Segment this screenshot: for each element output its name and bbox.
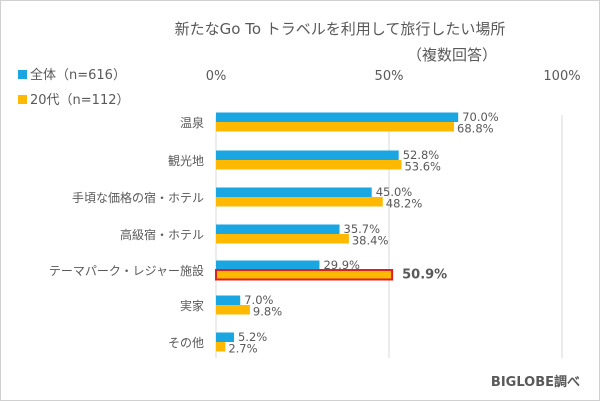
chart-subtitle: （複数回答） [407,46,497,64]
x-tick-label: 100% [543,69,580,84]
bar [216,224,340,234]
bar [216,260,320,270]
x-tick-label: 0% [206,69,227,84]
data-label: 5.2% [238,330,267,344]
bar [216,305,250,315]
category-label: 観光地 [168,154,204,168]
bar [216,332,234,342]
x-tick-label: 50% [375,69,404,84]
category-label: テーマパーク・レジャー施設 [49,263,204,278]
data-label: 38.4% [352,234,389,248]
bar [216,295,241,305]
data-label: 48.2% [386,197,423,211]
category-label: その他 [168,336,204,350]
bar [216,197,383,207]
bar [216,160,402,170]
legend-label: 全体（n=616） [30,67,126,83]
data-label: 52.8% [403,148,440,162]
bar [216,112,459,122]
bar [216,342,226,352]
data-label: 35.7% [344,222,381,236]
data-label: 2.7% [228,342,257,356]
legend-label: 20代（n=112） [30,93,130,108]
data-label: 7.0% [244,293,273,307]
bar [216,187,372,197]
bar [215,269,394,281]
data-label: 45.0% [376,185,413,199]
category-label: 高級宿・ホテル [120,227,204,242]
category-label: 温泉 [180,116,204,130]
chart-title: 新たなGo To トラベルを利用して旅行したい場所 [175,20,506,38]
bar [216,122,455,132]
category-label: 手頃な価格の宿・ホテル [72,190,204,205]
data-label: 9.8% [253,305,282,319]
data-label: 50.9% [402,268,447,283]
bar [216,150,399,160]
data-label: 70.0% [462,110,499,124]
data-label: 68.8% [457,122,494,136]
source-note: BIGLOBE調べ [491,374,580,390]
category-label: 実家 [180,298,204,313]
bar [216,234,349,244]
legend-swatch [18,95,27,104]
data-label: 29.9% [323,258,360,272]
legend-swatch [18,70,27,79]
data-label: 53.6% [404,160,441,174]
